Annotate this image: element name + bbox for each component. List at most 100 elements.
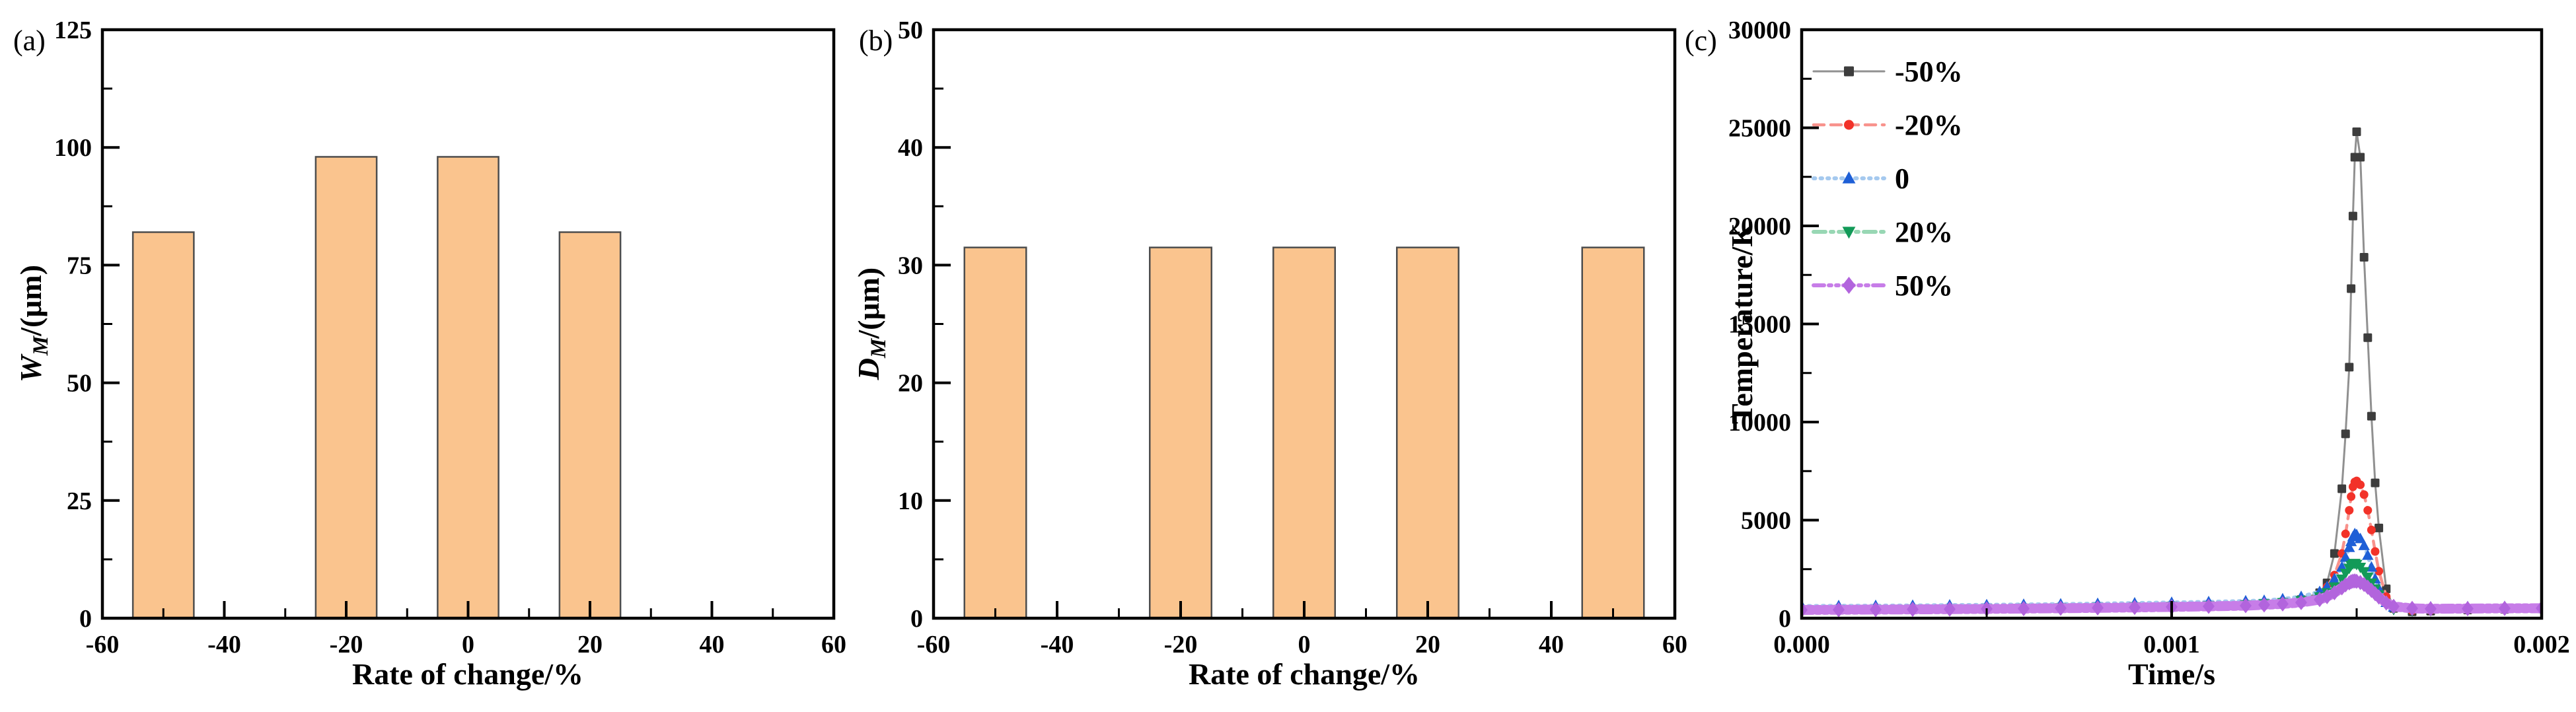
legend-item-50%: 50% — [1812, 269, 1953, 302]
plot-border — [1800, 28, 2544, 620]
square-marker — [2374, 523, 2384, 532]
diamond-marker — [2365, 583, 2378, 598]
diamond-marker — [1907, 602, 1919, 618]
legend-item--20%: -20% — [1812, 109, 1963, 141]
diamond-marker — [1870, 602, 1882, 618]
x-tick-label: -60 — [86, 631, 120, 659]
bar — [963, 246, 1027, 620]
diamond-marker — [2092, 600, 2104, 616]
square-marker — [2371, 478, 2380, 487]
y-axis-title: Temperature/K — [1725, 223, 1759, 424]
y-tick-label: 25 — [67, 487, 92, 515]
panel-label: (b) — [859, 24, 893, 57]
legend-label: 20% — [1895, 216, 1953, 248]
diamond-marker — [2388, 598, 2400, 614]
series-markers--50% — [1802, 127, 2542, 616]
triangle-up-marker — [2328, 573, 2341, 584]
y-axis-title: DM/(μm) — [852, 267, 891, 380]
bar — [558, 231, 622, 620]
x-tick-label: 60 — [821, 631, 846, 659]
diamond-marker — [2240, 598, 2252, 614]
circle-marker — [2345, 506, 2354, 515]
x-tick-label: -40 — [1041, 631, 1074, 659]
square-marker — [2356, 153, 2365, 162]
panel-b: 0 10 20 30 40 50 -60 -40 -20 0 20 40 60 Rate of chang… — [852, 17, 1687, 691]
diamond-marker — [2129, 600, 2141, 616]
triangle-up-marker — [2339, 551, 2351, 562]
y-tick-label: 125 — [54, 17, 92, 44]
x-tick-label: -20 — [1164, 631, 1198, 659]
triangle-down-marker — [2362, 572, 2374, 583]
x-tick-label: 0.002 — [2513, 631, 2570, 659]
square-marker — [2367, 411, 2376, 421]
circle-marker — [2371, 547, 2380, 556]
square-marker — [2352, 127, 2361, 136]
x-tick-label: 0.001 — [2143, 631, 2200, 659]
x-axis-title: Time/s — [2128, 657, 2215, 691]
diamond-marker — [2295, 594, 2307, 610]
square-marker — [2359, 253, 2369, 262]
ticks — [932, 28, 1676, 620]
y-tick-label: 30000 — [1728, 17, 1791, 44]
y-tick-label: 15000 — [1728, 311, 1791, 339]
panel-a: 0 25 50 75 100 125 -60 -40 -20 0 20 40 60 Rate of cha… — [13, 17, 846, 691]
legend-item-0: 0 — [1812, 162, 1909, 195]
circle-marker — [2367, 525, 2376, 534]
y-tick-label: 30 — [898, 252, 923, 279]
series-layer — [1802, 127, 2542, 618]
diamond-marker — [2373, 589, 2385, 605]
panel-c: 0 5000 10000 15000 20000 25000 30000 0.000 0.001… — [1685, 17, 2570, 691]
x-tick-label: -60 — [917, 631, 951, 659]
legend-item--50%: -50% — [1812, 55, 1963, 88]
ticks — [101, 28, 835, 620]
legend-marker — [1844, 120, 1854, 130]
y-tick-label: 20 — [898, 370, 923, 398]
circle-marker — [2341, 529, 2350, 538]
x-tick-label: 20 — [1415, 631, 1440, 659]
panel-label: (a) — [13, 24, 46, 57]
triangle-up-marker — [2343, 541, 2355, 552]
ticks — [1800, 28, 2543, 620]
y-tick-label: 20000 — [1728, 213, 1791, 240]
square-marker — [2345, 363, 2354, 372]
y-tick-label: 25000 — [1728, 115, 1791, 143]
legend-label: -20% — [1895, 109, 1963, 141]
series-markers--20% — [1802, 476, 2542, 616]
x-tick-label: 40 — [700, 631, 725, 659]
circle-marker — [2347, 492, 2356, 501]
square-marker — [2348, 211, 2357, 221]
plot-border — [932, 28, 1677, 620]
series-markers-50% — [1802, 573, 2542, 618]
circle-marker — [2359, 490, 2369, 499]
legend-marker — [1842, 171, 1856, 184]
circle-marker — [2363, 506, 2373, 515]
x-tick-label: 20 — [577, 631, 603, 659]
bar — [1272, 246, 1336, 620]
diamond-marker — [1833, 602, 1845, 618]
triangle-up-marker — [2362, 549, 2374, 560]
triangle-up-marker — [2358, 539, 2370, 550]
y-tick-label: 10 — [898, 487, 923, 515]
diamond-marker — [2499, 600, 2511, 616]
bar — [1149, 246, 1212, 620]
legend-label: -50% — [1895, 55, 1963, 88]
bar — [1396, 246, 1459, 620]
square-marker — [2341, 429, 2350, 439]
legend-marker — [1844, 66, 1854, 77]
x-tick-label: -40 — [207, 631, 241, 659]
y-tick-label: 0 — [79, 605, 92, 633]
y-tick-label: 5000 — [1741, 507, 1791, 535]
y-tick-label: 50 — [898, 17, 923, 44]
x-axis-title: Rate of change/% — [352, 657, 583, 691]
legend: -50% -20% 0 20% 50% — [1812, 55, 1963, 302]
square-marker — [2330, 549, 2339, 558]
y-tick-label: 10000 — [1728, 409, 1791, 437]
diamond-marker — [2277, 596, 2289, 612]
x-tick-label: 0.000 — [1773, 631, 1830, 659]
circle-marker — [2374, 567, 2384, 576]
legend-label: 0 — [1895, 162, 1909, 195]
diamond-marker — [2328, 585, 2341, 600]
x-tick-label: 40 — [1539, 631, 1564, 659]
legend-marker — [1842, 227, 1856, 239]
